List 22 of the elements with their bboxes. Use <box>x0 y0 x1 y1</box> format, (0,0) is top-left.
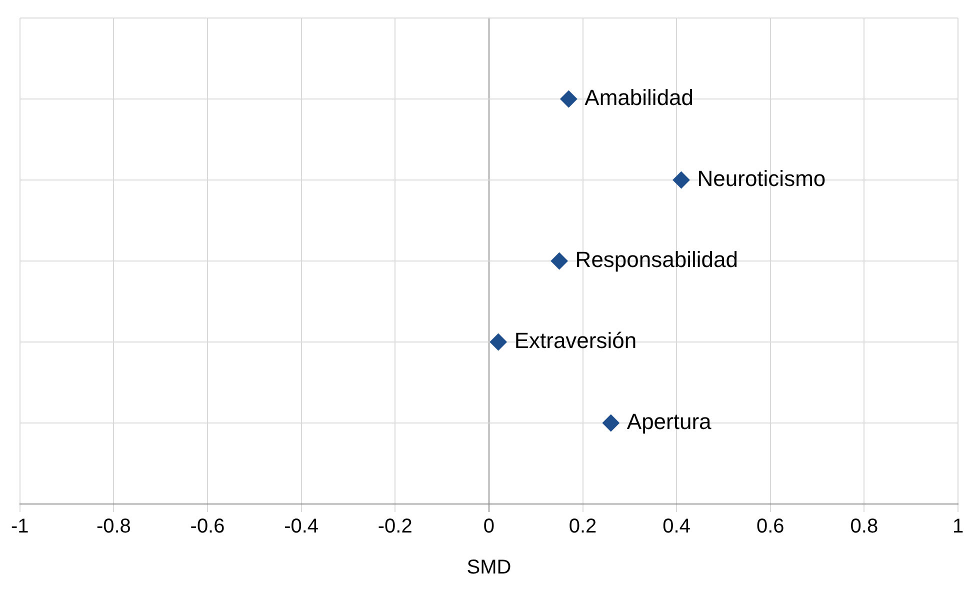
point <box>550 252 568 270</box>
x-tick-label: 0.4 <box>662 516 690 538</box>
x-tick-label: 0.8 <box>850 516 878 538</box>
x-axis-title: SMD <box>466 556 512 579</box>
x-tick-label: 0.2 <box>568 516 597 538</box>
y-tick-label: Extraversión <box>514 328 637 354</box>
x-tick-label: 1 <box>952 516 964 538</box>
x-tick-label: -0.2 <box>378 516 412 538</box>
x-tick-label: -0.8 <box>96 516 131 538</box>
point <box>672 172 690 188</box>
point <box>490 334 507 350</box>
y-tick-label: Neuroticismo <box>697 166 826 192</box>
y-tick-label: Amabilidad <box>584 85 694 110</box>
y-tick-label: Responsabilidad <box>575 247 738 272</box>
x-tick-label: 0 <box>483 516 495 538</box>
x-tick-label: -0.6 <box>190 516 225 538</box>
x-tick-label: -1 <box>10 516 29 538</box>
x-tick-label: -0.4 <box>284 516 319 538</box>
x-tick-label: 0.6 <box>756 516 784 538</box>
point <box>560 90 578 108</box>
y-tick-label: Apertura <box>626 409 712 434</box>
point <box>602 414 620 432</box>
